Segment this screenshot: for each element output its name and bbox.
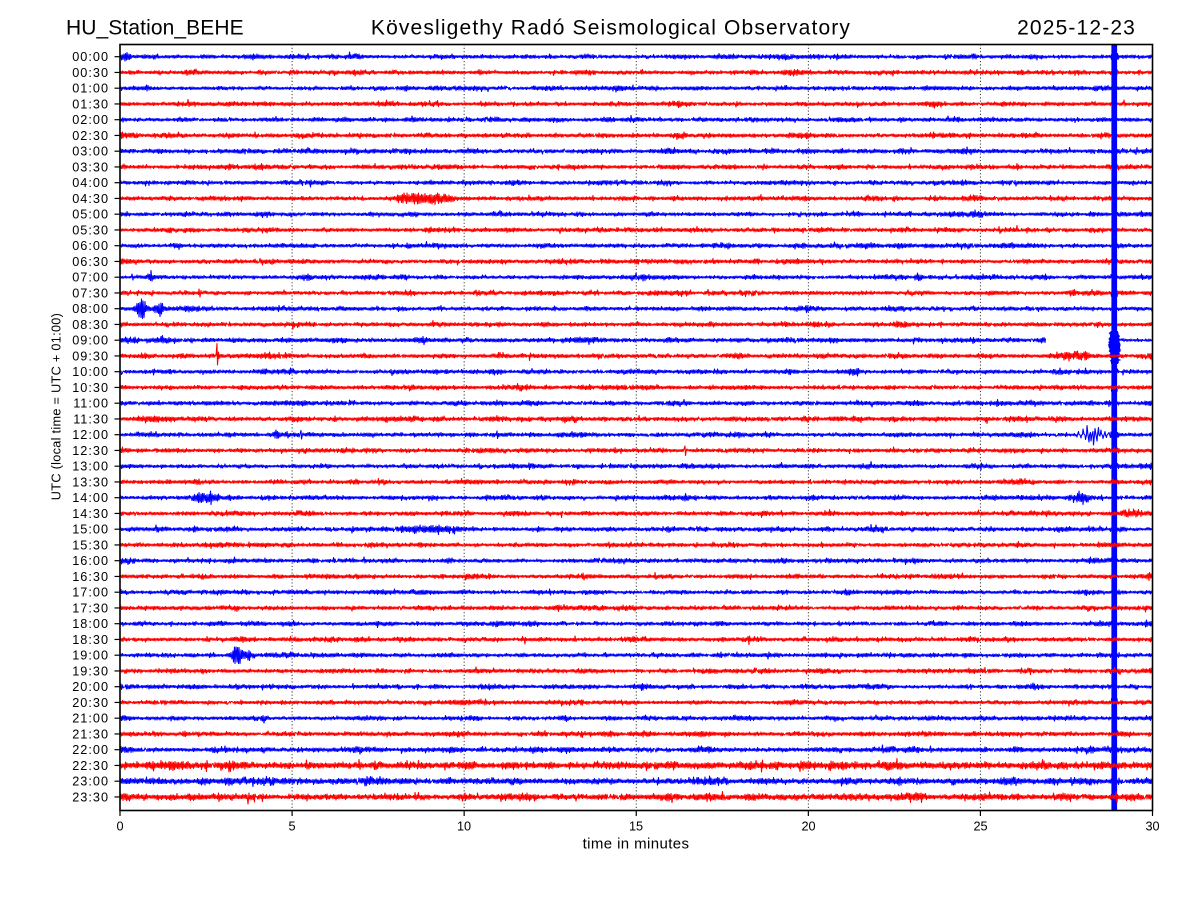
svg-text:20:30: 20:30 — [72, 696, 109, 710]
svg-text:01:30: 01:30 — [72, 98, 109, 112]
svg-text:5: 5 — [288, 820, 295, 834]
svg-text:12:30: 12:30 — [72, 444, 109, 458]
svg-text:17:00: 17:00 — [72, 586, 109, 600]
svg-text:04:30: 04:30 — [72, 192, 109, 206]
svg-text:06:00: 06:00 — [72, 239, 109, 253]
svg-text:10: 10 — [457, 820, 471, 834]
svg-text:15:30: 15:30 — [72, 539, 109, 553]
svg-text:15:00: 15:00 — [72, 523, 109, 537]
svg-text:23:30: 23:30 — [72, 791, 109, 805]
svg-text:21:00: 21:00 — [72, 712, 109, 726]
svg-text:15: 15 — [629, 820, 643, 834]
svg-text:13:00: 13:00 — [72, 460, 109, 474]
svg-text:05:00: 05:00 — [72, 208, 109, 222]
svg-text:16:00: 16:00 — [72, 554, 109, 568]
svg-text:23:00: 23:00 — [72, 775, 109, 789]
svg-text:22:00: 22:00 — [72, 743, 109, 757]
svg-text:04:00: 04:00 — [72, 176, 109, 190]
svg-text:13:30: 13:30 — [72, 476, 109, 490]
svg-text:00:00: 00:00 — [72, 50, 109, 64]
svg-text:14:30: 14:30 — [72, 507, 109, 521]
svg-text:12:00: 12:00 — [72, 428, 109, 442]
svg-text:30: 30 — [1145, 820, 1159, 834]
svg-text:21:30: 21:30 — [72, 728, 109, 742]
svg-text:17:30: 17:30 — [72, 602, 109, 616]
svg-text:00:30: 00:30 — [72, 66, 109, 80]
svg-text:2025-12-23: 2025-12-23 — [1017, 17, 1136, 40]
svg-text:Kövesligethy Radó Seismologica: Kövesligethy Radó Seismological Observat… — [371, 17, 851, 40]
svg-text:08:00: 08:00 — [72, 302, 109, 316]
svg-text:0: 0 — [116, 820, 123, 834]
svg-text:14:00: 14:00 — [72, 491, 109, 505]
svg-text:time in minutes: time in minutes — [583, 836, 690, 853]
svg-text:16:30: 16:30 — [72, 570, 109, 584]
svg-text:10:30: 10:30 — [72, 381, 109, 395]
svg-text:03:00: 03:00 — [72, 145, 109, 159]
svg-text:10:00: 10:00 — [72, 365, 109, 379]
svg-text:02:00: 02:00 — [72, 113, 109, 127]
svg-text:18:30: 18:30 — [72, 633, 109, 647]
svg-text:03:30: 03:30 — [72, 161, 109, 175]
svg-text:UTC (local time = UTC + 01:00): UTC (local time = UTC + 01:00) — [50, 313, 64, 500]
svg-text:08:30: 08:30 — [72, 318, 109, 332]
svg-text:18:00: 18:00 — [72, 617, 109, 631]
svg-text:05:30: 05:30 — [72, 224, 109, 238]
svg-text:19:00: 19:00 — [72, 649, 109, 663]
svg-text:09:30: 09:30 — [72, 350, 109, 364]
svg-text:20:00: 20:00 — [72, 680, 109, 694]
svg-text:11:00: 11:00 — [73, 397, 109, 411]
svg-text:06:30: 06:30 — [72, 255, 109, 269]
svg-text:20: 20 — [801, 820, 815, 834]
svg-text:01:00: 01:00 — [72, 82, 109, 96]
svg-text:09:00: 09:00 — [72, 334, 109, 348]
svg-text:02:30: 02:30 — [72, 129, 109, 143]
svg-text:19:30: 19:30 — [72, 665, 109, 679]
svg-text:22:30: 22:30 — [72, 759, 109, 773]
svg-text:11:30: 11:30 — [73, 413, 109, 427]
svg-text:HU_Station_BEHE: HU_Station_BEHE — [66, 17, 244, 40]
svg-text:07:30: 07:30 — [72, 287, 109, 301]
svg-text:25: 25 — [973, 820, 987, 834]
svg-text:07:00: 07:00 — [72, 271, 109, 285]
